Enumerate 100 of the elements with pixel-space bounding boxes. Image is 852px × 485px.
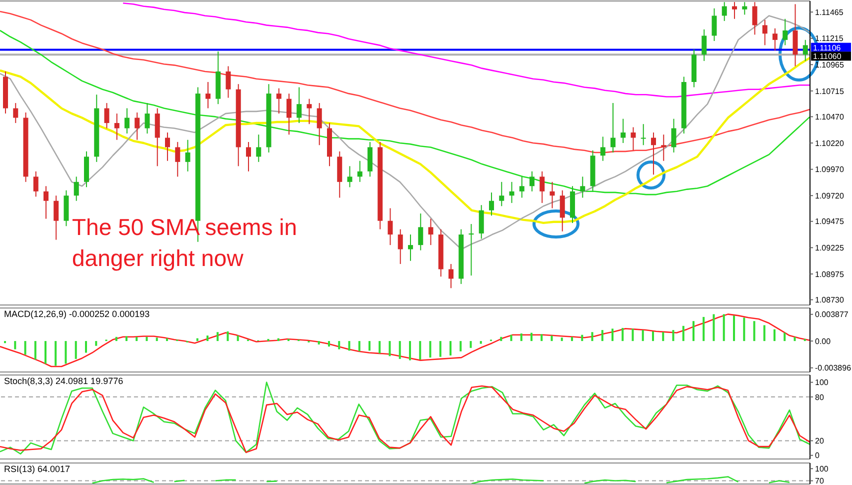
candlestick xyxy=(509,181,514,204)
candlestick xyxy=(296,86,302,124)
bar xyxy=(804,338,806,342)
y-tick-label: 1.11215 xyxy=(815,34,844,44)
y-tick-label: 0.003877 xyxy=(815,310,849,320)
chart-title: MACD(12,26,9) -0.000252 0.000193 xyxy=(4,309,150,319)
bar xyxy=(540,334,543,342)
bar xyxy=(429,341,432,358)
y-tick-label: 1.10470 xyxy=(815,112,844,122)
bar xyxy=(146,336,148,342)
bar xyxy=(622,328,624,342)
candlestick xyxy=(74,176,79,202)
candlestick xyxy=(550,181,555,209)
ref-line-label: 1.11106 xyxy=(813,43,842,52)
candlestick xyxy=(114,113,120,140)
candlestick xyxy=(226,66,231,98)
candlestick xyxy=(256,134,262,162)
y-tick-label: 0 xyxy=(815,451,820,460)
candlestick xyxy=(54,195,59,240)
bar xyxy=(166,338,168,342)
bar xyxy=(378,341,381,354)
candlestick xyxy=(276,88,282,114)
bar xyxy=(480,341,482,344)
candlestick xyxy=(33,170,38,198)
candlestick xyxy=(489,192,494,216)
bar xyxy=(672,330,674,342)
bar xyxy=(34,341,36,360)
candlestick xyxy=(732,2,737,20)
y-tick-label: 1.10220 xyxy=(815,138,844,148)
candlestick xyxy=(478,204,484,240)
candlestick xyxy=(165,132,170,162)
y-tick-label: 1.11465 xyxy=(815,8,844,17)
y-tick-label: 100 xyxy=(815,464,829,474)
bar xyxy=(470,341,472,348)
candlestick xyxy=(530,170,534,192)
candlestick xyxy=(742,2,748,16)
bar xyxy=(601,330,604,342)
y-tick-label: 80 xyxy=(815,392,824,402)
bar xyxy=(733,316,735,342)
candlestick xyxy=(661,134,666,162)
bar xyxy=(95,341,98,346)
bar xyxy=(530,332,532,342)
bar xyxy=(419,341,422,360)
candlestick xyxy=(175,141,180,178)
candlestick xyxy=(206,81,210,109)
candlestick xyxy=(762,19,768,46)
bar xyxy=(398,341,401,359)
candlestick xyxy=(104,102,110,129)
bar xyxy=(136,336,138,342)
candlestick xyxy=(468,224,474,276)
y-tick-label: 0.00 xyxy=(815,336,832,346)
y-tick-label: 100 xyxy=(815,378,829,388)
bar xyxy=(682,326,684,342)
bar xyxy=(581,334,584,342)
bar xyxy=(692,321,694,342)
bar xyxy=(439,341,442,357)
candlestick xyxy=(44,186,48,220)
y-tick-label: 1.08730 xyxy=(815,296,844,305)
bar xyxy=(348,341,350,351)
candlestick xyxy=(185,139,190,172)
bar xyxy=(24,341,26,355)
candlestick xyxy=(620,118,626,144)
candlestick xyxy=(782,18,788,46)
chart-title: RSI(13) 64.0017 xyxy=(4,464,70,474)
candlestick xyxy=(448,263,454,289)
candlestick xyxy=(13,102,18,124)
ref-line-label: 1.11060 xyxy=(813,52,842,62)
bar xyxy=(226,331,229,342)
bar xyxy=(550,336,553,342)
bar xyxy=(44,341,46,364)
candlestick xyxy=(610,102,616,153)
bar xyxy=(722,314,725,342)
candlestick xyxy=(630,126,636,151)
bar xyxy=(267,338,270,342)
candlestick xyxy=(651,132,656,176)
candlestick xyxy=(722,2,727,22)
candlestick xyxy=(246,141,251,172)
candlestick xyxy=(144,102,150,134)
candlestick xyxy=(316,102,322,146)
y-tick-label: 1.09475 xyxy=(815,217,844,226)
candlestick xyxy=(398,228,403,264)
bar xyxy=(64,341,67,364)
bar xyxy=(196,338,198,342)
bar xyxy=(712,314,715,342)
bar xyxy=(368,341,370,351)
bar xyxy=(338,341,340,350)
bar xyxy=(126,336,128,342)
bar xyxy=(560,338,563,342)
candlestick xyxy=(600,136,606,162)
y-tick-label: 1.09225 xyxy=(815,244,844,253)
candlestick xyxy=(671,118,676,153)
bar xyxy=(763,325,766,342)
candlestick xyxy=(134,112,140,140)
candlestick xyxy=(540,170,545,204)
candlestick xyxy=(408,234,413,262)
bar xyxy=(510,334,512,342)
candlestick xyxy=(357,160,362,182)
y-tick-label: 1.09970 xyxy=(815,165,844,174)
bar xyxy=(753,321,756,342)
bar xyxy=(520,333,522,342)
